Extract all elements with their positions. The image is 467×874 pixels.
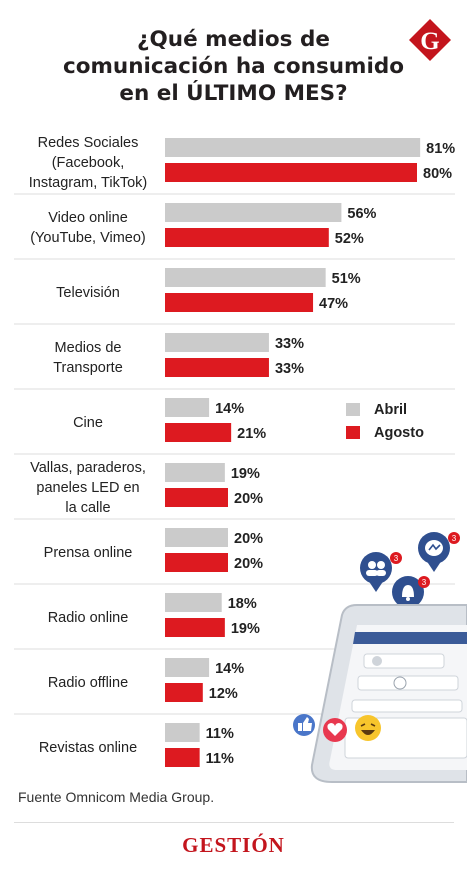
bar-abril (165, 593, 222, 612)
value-label-agosto: 33% (275, 361, 304, 377)
legend-item-agosto: Agosto (346, 421, 424, 444)
bar-abril (165, 723, 200, 742)
category-label: Radio online (48, 610, 129, 626)
bar-abril (165, 658, 210, 677)
phone-illustration: 3 3 3 (293, 532, 467, 783)
bar-abril (165, 138, 421, 157)
bar-agosto (165, 488, 228, 507)
value-label-abril: 19% (231, 466, 260, 482)
category-label: Radio offline (48, 675, 128, 691)
legend-label-agosto: Agosto (374, 424, 424, 441)
bar-agosto (165, 553, 228, 572)
chart-title: ¿Qué medios de comunicación ha consumido… (0, 26, 467, 107)
title-line-2: comunicación ha consumido (63, 54, 404, 79)
category-label: Medios de Transporte (53, 340, 123, 376)
value-label-abril: 81% (426, 141, 455, 157)
value-label-agosto: 21% (237, 426, 266, 442)
value-label-agosto: 19% (231, 621, 260, 637)
bar-agosto (165, 358, 269, 377)
value-label-abril: 51% (332, 271, 361, 287)
bar-abril (165, 333, 269, 352)
friends-notification-icon: 3 (360, 552, 402, 592)
value-label-abril: 14% (215, 401, 244, 417)
category-label: Prensa online (44, 545, 133, 561)
title-line-1: ¿Qué medios de (137, 27, 330, 52)
brand-logo: GESTIÓN (182, 833, 285, 857)
legend-swatch-agosto (346, 426, 360, 439)
bar-agosto (165, 293, 314, 312)
value-label-agosto: 11% (206, 751, 234, 767)
bar-agosto (165, 423, 232, 442)
value-label-agosto: 52% (335, 231, 364, 247)
legend-item-abril: Abril (346, 398, 424, 421)
value-label-abril: 33% (275, 336, 304, 352)
category-label: Televisión (56, 285, 120, 301)
category-label: Redes Sociales (Facebook, Instagram, TikTo… (29, 135, 147, 191)
value-label-abril: 20% (234, 531, 263, 547)
value-label-abril: 14% (215, 661, 244, 677)
bar-agosto (165, 163, 417, 182)
bar-agosto (165, 683, 203, 702)
category-label: Cine (73, 415, 103, 431)
source-note: Fuente Omnicom Media Group. (18, 789, 215, 805)
value-label-agosto: 47% (319, 296, 348, 312)
category-label: Revistas online (39, 740, 137, 756)
category-label: Vallas, paraderos, paneles LED en la calle (30, 460, 146, 516)
messenger-notification-icon: 3 (418, 532, 460, 572)
gestion-g-logo-icon: G (409, 19, 451, 61)
value-label-agosto: 20% (234, 491, 263, 507)
svg-text:3: 3 (452, 534, 457, 543)
value-label-agosto: 20% (234, 556, 263, 572)
bar-agosto (165, 618, 225, 637)
legend-swatch-abril (346, 403, 360, 416)
bar-abril (165, 398, 210, 417)
logo-letter: G (420, 28, 439, 55)
bar-chart: Redes Sociales (Facebook, Instagram, TikTo… (14, 135, 455, 767)
category-label: Video online (YouTube, Vimeo) (30, 210, 146, 246)
bar-abril (165, 203, 342, 222)
smartphone-icon (310, 604, 467, 783)
legend: Abril Agosto (346, 398, 424, 444)
value-label-abril: 56% (347, 206, 376, 222)
value-label-agosto: 80% (423, 166, 452, 182)
legend-label-abril: Abril (374, 401, 408, 418)
value-label-abril: 18% (228, 596, 257, 612)
bar-agosto (165, 748, 200, 767)
laugh-reaction-icon (355, 715, 381, 741)
svg-text:3: 3 (422, 578, 427, 587)
title-line-3: en el ÚLTIMO MES? (119, 81, 348, 106)
bar-abril (165, 463, 225, 482)
bar-abril (165, 528, 228, 547)
bar-agosto (165, 228, 329, 247)
bar-abril (165, 268, 326, 287)
like-reaction-icon (293, 714, 315, 736)
value-label-abril: 11% (206, 726, 234, 742)
footer-divider (14, 822, 454, 823)
value-label-agosto: 12% (209, 686, 238, 702)
svg-text:3: 3 (394, 554, 399, 563)
love-reaction-icon (323, 718, 347, 742)
